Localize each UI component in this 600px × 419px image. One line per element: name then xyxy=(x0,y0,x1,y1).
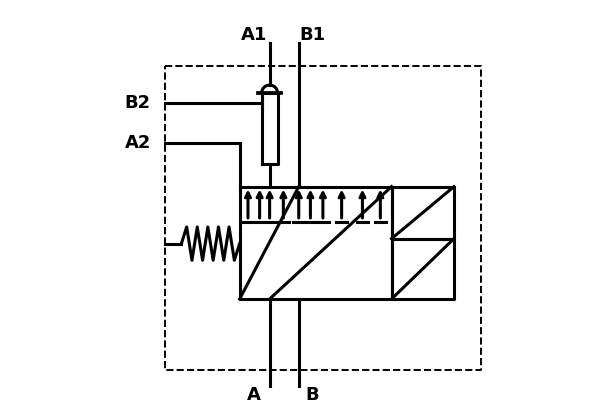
Text: A2: A2 xyxy=(124,134,151,152)
Text: B2: B2 xyxy=(125,94,151,112)
Text: B: B xyxy=(305,386,319,404)
Text: A1: A1 xyxy=(241,26,268,44)
Text: A: A xyxy=(247,386,261,404)
Text: B1: B1 xyxy=(299,26,326,44)
